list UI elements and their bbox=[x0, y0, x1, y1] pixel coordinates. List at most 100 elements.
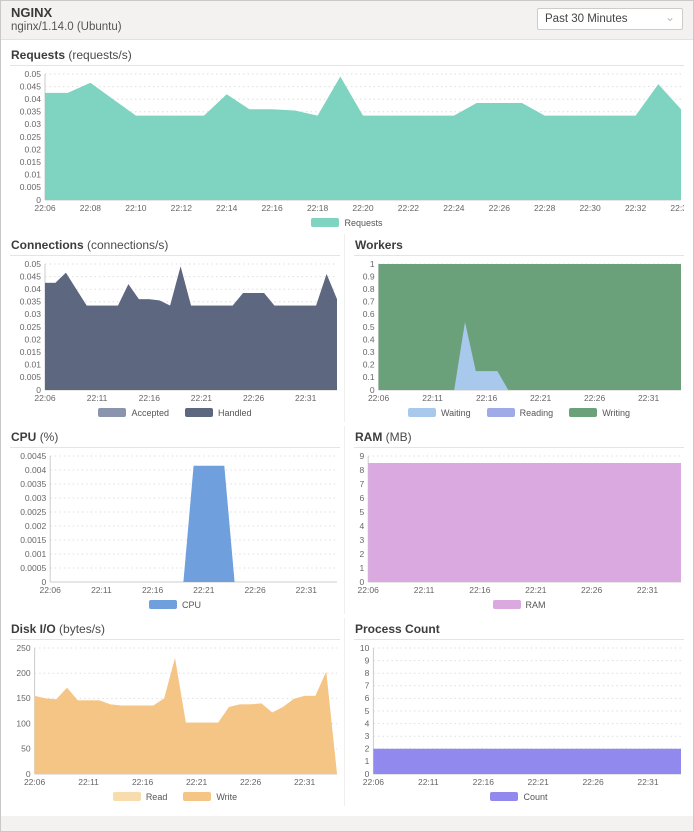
svg-text:22:31: 22:31 bbox=[296, 585, 318, 595]
legend-item-ram[interactable]: RAM bbox=[492, 599, 546, 610]
svg-text:0: 0 bbox=[370, 385, 375, 395]
workers-chart-title: Workers bbox=[354, 236, 684, 256]
connections-chart-title: Connections (connections/s) bbox=[10, 236, 340, 256]
legend-item-accepted[interactable]: Accepted bbox=[98, 408, 169, 418]
svg-text:22:11: 22:11 bbox=[91, 585, 112, 595]
svg-text:0.1: 0.1 bbox=[363, 372, 375, 382]
legend-item-count[interactable]: Count bbox=[490, 792, 548, 802]
svg-text:50: 50 bbox=[21, 743, 31, 753]
ram-unit-text: (MB) bbox=[385, 429, 412, 444]
svg-text:0.0015: 0.0015 bbox=[20, 535, 46, 545]
svg-text:0.005: 0.005 bbox=[20, 182, 42, 192]
legend-item-cpu[interactable]: CPU bbox=[148, 599, 201, 610]
svg-text:200: 200 bbox=[16, 668, 30, 678]
svg-text:22:20: 22:20 bbox=[352, 203, 374, 213]
svg-text:5: 5 bbox=[365, 706, 370, 716]
ram-chart-title: RAM (MB) bbox=[354, 428, 684, 448]
svg-text:4: 4 bbox=[359, 521, 364, 531]
legend-item-read[interactable]: Read bbox=[112, 792, 167, 802]
svg-text:22:26: 22:26 bbox=[489, 203, 511, 213]
legend-item-handled[interactable]: Handled bbox=[185, 408, 252, 418]
cpu-chart-title: CPU (%) bbox=[10, 428, 340, 448]
svg-text:22:16: 22:16 bbox=[142, 585, 164, 595]
charts-area: Requests (requests/s) 0 0.005 0.01 0.015 0.0… bbox=[1, 38, 693, 816]
svg-text:0.4: 0.4 bbox=[363, 334, 375, 344]
svg-text:22:21: 22:21 bbox=[186, 777, 208, 787]
legend-swatch-icon bbox=[486, 408, 515, 418]
page-subtitle: nginx/1.14.0 (Ubuntu) bbox=[11, 20, 122, 33]
svg-text:0.2: 0.2 bbox=[363, 359, 375, 369]
svg-text:22:21: 22:21 bbox=[193, 585, 215, 595]
disk-io-chart-title: Disk I/O (bytes/s) bbox=[10, 620, 340, 640]
svg-text:22:31: 22:31 bbox=[637, 585, 659, 595]
svg-text:0.02: 0.02 bbox=[24, 144, 41, 154]
legend-label: RAM bbox=[525, 599, 546, 610]
svg-text:250: 250 bbox=[16, 643, 30, 653]
workers-title-text: Workers bbox=[355, 237, 403, 252]
svg-text:22:21: 22:21 bbox=[530, 393, 552, 403]
legend-item-reading[interactable]: Reading bbox=[486, 408, 553, 418]
legend-label: CPU bbox=[181, 599, 201, 610]
legend-item-writing[interactable]: Writing bbox=[569, 408, 630, 418]
svg-text:0.004: 0.004 bbox=[25, 465, 47, 475]
svg-text:0.6: 0.6 bbox=[363, 309, 375, 319]
svg-text:0: 0 bbox=[26, 769, 31, 779]
svg-text:9: 9 bbox=[365, 655, 370, 665]
svg-text:22:18: 22:18 bbox=[307, 203, 329, 213]
svg-text:0: 0 bbox=[359, 577, 364, 587]
legend-label: Write bbox=[216, 791, 238, 802]
row-connections-workers: Connections (connections/s) 0 0.005 0.01 0.… bbox=[10, 233, 684, 426]
connections-legend: Accepted Handled bbox=[10, 406, 340, 420]
svg-text:0.015: 0.015 bbox=[20, 347, 42, 357]
svg-text:0.0005: 0.0005 bbox=[20, 563, 46, 573]
svg-text:22:16: 22:16 bbox=[476, 393, 498, 403]
svg-text:22:31: 22:31 bbox=[637, 777, 659, 787]
svg-text:8: 8 bbox=[365, 668, 370, 678]
header-titles: NGINX nginx/1.14.0 (Ubuntu) bbox=[11, 5, 122, 35]
svg-text:5: 5 bbox=[359, 507, 364, 517]
svg-text:0.8: 0.8 bbox=[363, 284, 375, 294]
svg-text:22:16: 22:16 bbox=[132, 777, 154, 787]
chart-panel-requests: Requests (requests/s) 0 0.005 0.01 0.015 0.0… bbox=[10, 46, 684, 230]
svg-text:9: 9 bbox=[359, 451, 364, 461]
legend-swatch-icon bbox=[407, 408, 436, 418]
svg-text:0.7: 0.7 bbox=[363, 296, 375, 306]
svg-text:0.005: 0.005 bbox=[20, 372, 42, 382]
time-range-value: Past 30 Minutes bbox=[545, 13, 628, 25]
svg-text:22:06: 22:06 bbox=[358, 585, 380, 595]
legend-swatch-icon bbox=[492, 600, 521, 610]
time-range-dropdown[interactable]: Past 30 Minutes ⌄ bbox=[537, 8, 683, 30]
process-count-title-text: Process Count bbox=[355, 621, 440, 636]
svg-text:0.0045: 0.0045 bbox=[20, 451, 46, 461]
ram-legend: RAM bbox=[354, 598, 684, 612]
svg-text:22:06: 22:06 bbox=[34, 203, 56, 213]
legend-item-write[interactable]: Write bbox=[183, 792, 237, 802]
svg-text:0.015: 0.015 bbox=[20, 157, 42, 167]
ram-chart: 0 1 2 3 4 5 6 7 8 9 22:06 22:11 22:16 22:21 22:26 22:31 bbox=[358, 451, 681, 595]
requests-chart: 0 0.005 0.01 0.015 0.02 0.025 0.03 0.035 0.04 0.0… bbox=[20, 69, 684, 213]
svg-text:1: 1 bbox=[365, 756, 370, 766]
workers-legend: Waiting Reading Writing bbox=[354, 406, 684, 420]
svg-text:0.02: 0.02 bbox=[24, 334, 41, 344]
svg-text:22:34: 22:34 bbox=[670, 203, 684, 213]
svg-text:22:06: 22:06 bbox=[24, 777, 46, 787]
svg-text:0.0025: 0.0025 bbox=[20, 507, 46, 517]
svg-text:22:26: 22:26 bbox=[240, 777, 262, 787]
legend-item-waiting[interactable]: Waiting bbox=[407, 408, 471, 418]
svg-text:22:31: 22:31 bbox=[294, 777, 316, 787]
svg-text:22:11: 22:11 bbox=[87, 393, 108, 403]
process-count-legend: Count bbox=[354, 790, 684, 804]
legend-item-requests[interactable]: Requests bbox=[311, 218, 383, 228]
svg-text:0.04: 0.04 bbox=[24, 94, 41, 104]
svg-text:22:14: 22:14 bbox=[216, 203, 238, 213]
svg-text:0.05: 0.05 bbox=[24, 259, 41, 269]
svg-text:0.01: 0.01 bbox=[24, 359, 41, 369]
connections-unit-text: (connections/s) bbox=[87, 237, 169, 252]
chart-panel-process-count: Process Count 0 1 2 3 4 5 6 7 8 9 10 22:06 22:11 22:1… bbox=[344, 617, 684, 806]
legend-label: Handled bbox=[218, 407, 252, 418]
svg-text:22:06: 22:06 bbox=[40, 585, 62, 595]
connections-title-text: Connections bbox=[11, 237, 84, 252]
svg-text:0.0035: 0.0035 bbox=[20, 479, 46, 489]
ram-title-text: RAM bbox=[355, 429, 383, 444]
